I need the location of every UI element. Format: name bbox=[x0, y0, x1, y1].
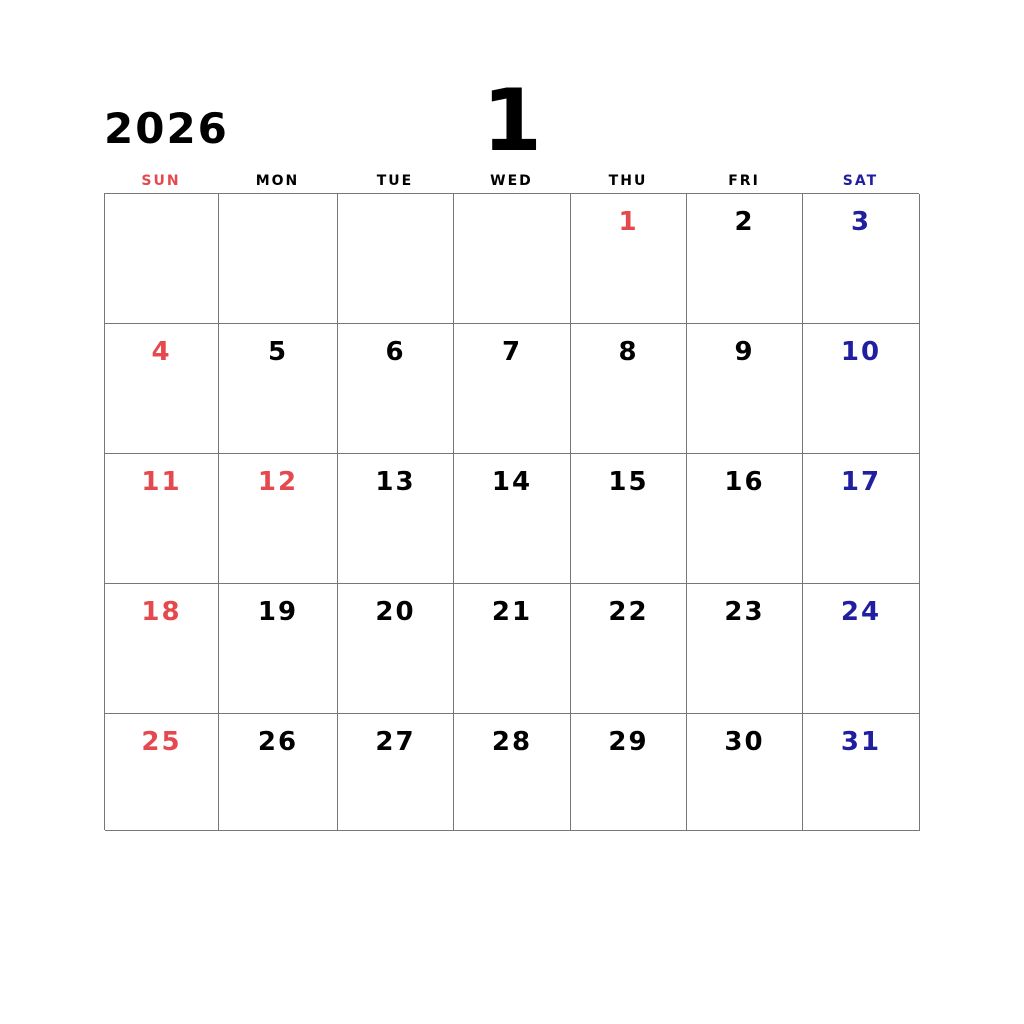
day-number: 28 bbox=[491, 727, 533, 757]
day-cell: 22 bbox=[571, 584, 687, 714]
day-cell: 17 bbox=[803, 454, 920, 584]
empty-day-cell bbox=[338, 194, 454, 324]
day-number: 20 bbox=[375, 597, 416, 627]
day-number: 17 bbox=[840, 467, 882, 497]
day-cell: 8 bbox=[571, 324, 687, 454]
weekday-sat: SAT bbox=[842, 173, 879, 189]
day-number: 29 bbox=[608, 727, 649, 757]
day-number: 19 bbox=[257, 597, 299, 627]
day-number: 24 bbox=[840, 597, 882, 627]
empty-day-cell bbox=[454, 194, 571, 324]
day-number: 14 bbox=[491, 467, 533, 497]
day-cell: 4 bbox=[105, 324, 219, 454]
day-cell: 13 bbox=[338, 454, 454, 584]
weekday-thu: THU bbox=[608, 173, 648, 189]
day-number: 18 bbox=[141, 597, 182, 627]
day-cell: 6 bbox=[338, 324, 454, 454]
day-number: 31 bbox=[840, 727, 882, 757]
day-number: 16 bbox=[724, 467, 765, 497]
day-cell: 14 bbox=[454, 454, 571, 584]
day-number: 11 bbox=[141, 467, 182, 497]
weekday-header-row: SUN MON TUE WED THU FRI SAT bbox=[104, 172, 919, 190]
day-cell: 31 bbox=[803, 714, 920, 831]
weekday-tue: TUE bbox=[376, 173, 414, 189]
day-number: 22 bbox=[608, 597, 649, 627]
day-cell: 20 bbox=[338, 584, 454, 714]
day-number: 5 bbox=[267, 337, 289, 367]
day-cell: 19 bbox=[219, 584, 338, 714]
day-number: 1 bbox=[618, 207, 639, 237]
day-number: 8 bbox=[618, 337, 639, 367]
day-cell: 26 bbox=[219, 714, 338, 831]
day-cell: 7 bbox=[454, 324, 571, 454]
day-number: 10 bbox=[840, 337, 882, 367]
day-number: 21 bbox=[491, 597, 533, 627]
day-number: 26 bbox=[257, 727, 299, 757]
day-number: 27 bbox=[375, 727, 416, 757]
day-cell: 21 bbox=[454, 584, 571, 714]
day-number: 7 bbox=[501, 337, 523, 367]
day-number: 12 bbox=[257, 467, 299, 497]
day-cell: 18 bbox=[105, 584, 219, 714]
day-cell: 30 bbox=[687, 714, 803, 831]
weekday-mon: MON bbox=[255, 173, 300, 189]
day-number: 9 bbox=[734, 337, 755, 367]
day-cell: 12 bbox=[219, 454, 338, 584]
empty-day-cell bbox=[105, 194, 219, 324]
day-cell: 5 bbox=[219, 324, 338, 454]
day-cell: 27 bbox=[338, 714, 454, 831]
calendar-year: 2026 bbox=[104, 104, 229, 153]
day-number: 3 bbox=[850, 207, 872, 237]
day-cell: 1 bbox=[571, 194, 687, 324]
day-cell: 9 bbox=[687, 324, 803, 454]
weekday-wed: WED bbox=[490, 173, 533, 189]
day-cell: 16 bbox=[687, 454, 803, 584]
day-number: 6 bbox=[385, 337, 406, 367]
day-cell: 15 bbox=[571, 454, 687, 584]
day-cell: 24 bbox=[803, 584, 920, 714]
day-cell: 25 bbox=[105, 714, 219, 831]
day-number: 13 bbox=[375, 467, 416, 497]
day-number: 2 bbox=[734, 207, 755, 237]
day-cell: 10 bbox=[803, 324, 920, 454]
calendar-month: 1 bbox=[482, 71, 542, 171]
weekday-fri: FRI bbox=[728, 173, 760, 189]
day-cell: 28 bbox=[454, 714, 571, 831]
day-cell: 3 bbox=[803, 194, 920, 324]
day-cell: 23 bbox=[687, 584, 803, 714]
day-number: 30 bbox=[724, 727, 765, 757]
day-cell: 2 bbox=[687, 194, 803, 324]
day-cell: 29 bbox=[571, 714, 687, 831]
day-number: 15 bbox=[608, 467, 649, 497]
day-number: 25 bbox=[141, 727, 182, 757]
day-number: 23 bbox=[724, 597, 765, 627]
empty-day-cell bbox=[219, 194, 338, 324]
weekday-sun: SUN bbox=[141, 173, 181, 189]
day-number: 4 bbox=[151, 337, 172, 367]
day-cell: 11 bbox=[105, 454, 219, 584]
calendar-grid: 1 2 3 4 5 6 7 8 9 10 11 12 13 14 15 16 17 18 19 20 21 22 23 24 2… bbox=[104, 193, 920, 831]
